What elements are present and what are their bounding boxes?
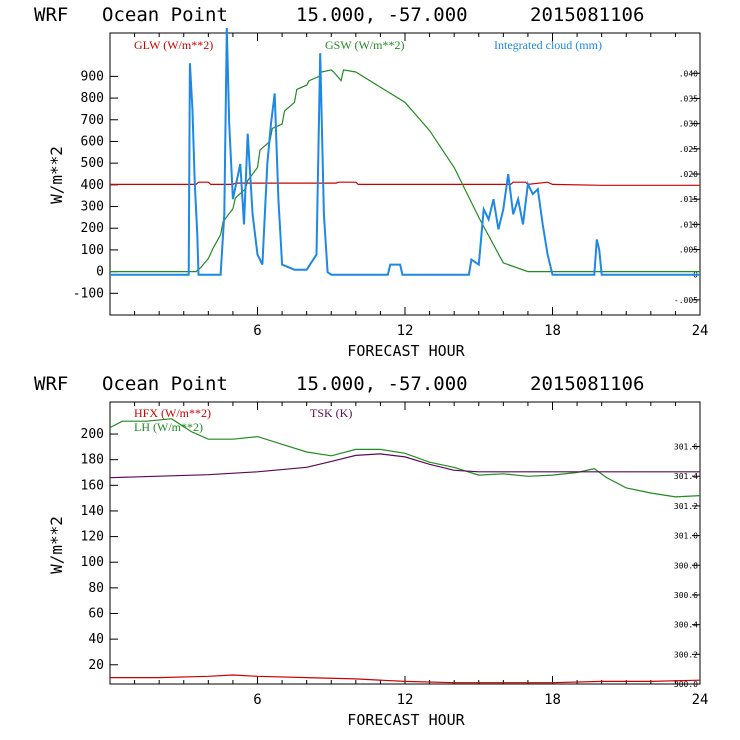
- y-tick-label: 100: [81, 243, 104, 258]
- right-tick-label: .015: [679, 195, 698, 204]
- header-model: WRF: [34, 4, 68, 26]
- plot-2-legend: HFX (W/m**2) LH (W/m**2) TSK (K): [134, 406, 352, 434]
- x-tick-label: 18: [544, 323, 561, 339]
- series-line-integrated: [110, 27, 700, 276]
- header-coords: 15.000, -57.000: [296, 4, 468, 26]
- x-tick-label: 6: [253, 692, 261, 708]
- header-2-location: Ocean Point: [102, 373, 228, 395]
- right-tick-label: 301.4: [674, 472, 698, 481]
- right-tick-label: .030: [679, 120, 698, 129]
- plot-1-ylabel: W/m**2: [47, 146, 66, 204]
- y-tick-label: 100: [81, 555, 104, 570]
- y-tick-label: 400: [81, 178, 104, 193]
- y-tick-label: 800: [81, 91, 104, 106]
- y-tick-label: -100: [73, 286, 104, 301]
- right-tick-label: .020: [679, 170, 698, 179]
- series-line-hfx: [110, 674, 701, 684]
- plot-1-series: [110, 27, 700, 276]
- y-tick-label: 600: [81, 134, 104, 149]
- legend-tsk: TSK (K): [310, 406, 352, 420]
- right-tick-label: 301.2: [674, 502, 698, 511]
- legend-lh: LH (W/m**2): [134, 420, 203, 434]
- right-tick-label: 300.4: [674, 621, 698, 630]
- plot-1-x-axis: 6 12 18 24: [134, 33, 709, 339]
- legend-glw: GLW (W/m**2): [134, 38, 213, 52]
- plot-2-x-axis: 6 12 18 24: [134, 402, 709, 708]
- y-tick-label: 0: [96, 265, 104, 280]
- plot-2-ylabel: W/m**2: [47, 516, 66, 574]
- series-line-tsk: [109, 453, 700, 479]
- right-tick-label: 301.6: [674, 443, 698, 452]
- y-tick-label: 160: [81, 478, 104, 493]
- y-tick-label: 40: [88, 632, 104, 647]
- y-tick-label: 20: [88, 658, 104, 673]
- y-tick-label: 80: [88, 581, 104, 596]
- plot-1-xlabel: FORECAST HOUR: [347, 342, 465, 360]
- header-2-model: WRF: [34, 373, 68, 395]
- header-2-run: 2015081106: [530, 373, 644, 395]
- x-tick-label: 12: [397, 323, 414, 339]
- series-line-glw: [110, 181, 700, 186]
- right-tick-label: 300.0: [674, 680, 698, 689]
- panel-2-header: WRF Ocean Point 15.000, -57.000 20150811…: [34, 373, 644, 395]
- header-location: Ocean Point: [102, 4, 228, 26]
- plot-1-y-axis: -100 0 100 200 300 400 500 600 700 800 900: [73, 69, 118, 301]
- y-tick-label: 180: [81, 453, 104, 468]
- plot-2-series: [109, 418, 701, 684]
- x-tick-label: 12: [397, 692, 414, 708]
- header-2-coords: 15.000, -57.000: [296, 373, 468, 395]
- right-tick-label: 300.2: [674, 650, 698, 659]
- y-tick-label: 300: [81, 200, 104, 215]
- right-tick-label: .035: [679, 94, 698, 103]
- x-tick-label: 24: [692, 323, 709, 339]
- right-tick-label: .040: [679, 69, 698, 78]
- plot-1-legend: GLW (W/m**2) GSW (W/m**2) Integrated clo…: [134, 38, 602, 52]
- panel-1-header: WRF Ocean Point 15.000, -57.000 20150811…: [34, 4, 644, 26]
- legend-cloud: Integrated cloud (mm): [494, 38, 602, 52]
- right-tick-label: 300.8: [674, 561, 698, 570]
- y-tick-label: 140: [81, 504, 104, 519]
- y-tick-label: 60: [88, 607, 104, 622]
- right-tick-label: -.005: [674, 296, 698, 305]
- plot-2-y-axis: 20 40 60 80 100 120 140 160 180 200: [81, 427, 118, 673]
- header-run: 2015081106: [530, 4, 644, 26]
- y-tick-label: 120: [81, 530, 104, 545]
- x-tick-label: 18: [544, 692, 561, 708]
- plot-2-frame: [109, 401, 701, 685]
- y-tick-label: 200: [81, 221, 104, 236]
- plot-2-xlabel: FORECAST HOUR: [347, 711, 465, 729]
- y-tick-label: 700: [81, 113, 104, 128]
- y-tick-label: 200: [81, 427, 104, 442]
- x-tick-label: 24: [692, 692, 709, 708]
- y-tick-label: 500: [81, 156, 104, 171]
- right-tick-label: .005: [679, 246, 698, 255]
- legend-gsw: GSW (W/m**2): [325, 38, 404, 52]
- right-tick-label: 301.0: [674, 532, 698, 541]
- right-tick-label: .010: [679, 220, 698, 229]
- plot-2-right-axis: 300.0 300.2 300.4 300.6 300.8 301.0 301.2 301.4…: [674, 443, 700, 689]
- x-tick-label: 6: [253, 323, 261, 339]
- y-tick-label: 900: [81, 69, 104, 84]
- series-line-lh: [109, 418, 701, 498]
- legend-hfx: HFX (W/m**2): [134, 406, 211, 420]
- right-tick-label: 300.6: [674, 591, 698, 600]
- right-tick-label: .025: [679, 145, 698, 154]
